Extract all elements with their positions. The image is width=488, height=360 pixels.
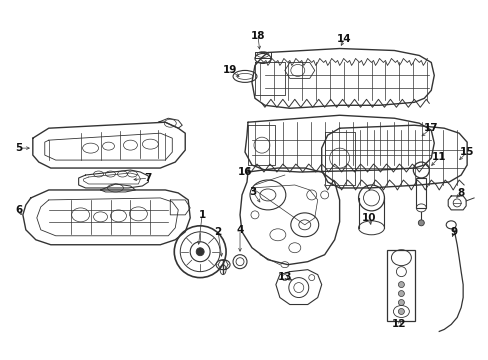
Bar (386, 250, 414, 321)
Text: 14: 14 (337, 33, 351, 44)
Text: 4: 4 (236, 225, 243, 235)
Ellipse shape (417, 220, 424, 226)
Ellipse shape (196, 248, 203, 256)
Text: 18: 18 (250, 31, 264, 41)
Ellipse shape (398, 309, 404, 315)
Text: 5: 5 (15, 143, 22, 153)
Text: 16: 16 (237, 167, 252, 177)
Ellipse shape (398, 291, 404, 297)
Text: 15: 15 (459, 147, 473, 157)
Text: 3: 3 (249, 187, 256, 197)
Text: 2: 2 (214, 227, 221, 237)
Text: 12: 12 (391, 319, 406, 329)
Text: 7: 7 (144, 173, 152, 183)
Ellipse shape (398, 282, 404, 288)
Text: 11: 11 (431, 152, 446, 162)
Bar (415, 178, 426, 208)
Text: 19: 19 (223, 66, 237, 76)
Text: 17: 17 (423, 123, 438, 133)
Text: 9: 9 (450, 227, 457, 237)
Text: 6: 6 (15, 205, 22, 215)
Ellipse shape (398, 300, 404, 306)
Text: 13: 13 (277, 272, 291, 282)
Text: 10: 10 (362, 213, 376, 223)
Text: 1: 1 (198, 210, 205, 220)
Text: 8: 8 (457, 188, 464, 198)
